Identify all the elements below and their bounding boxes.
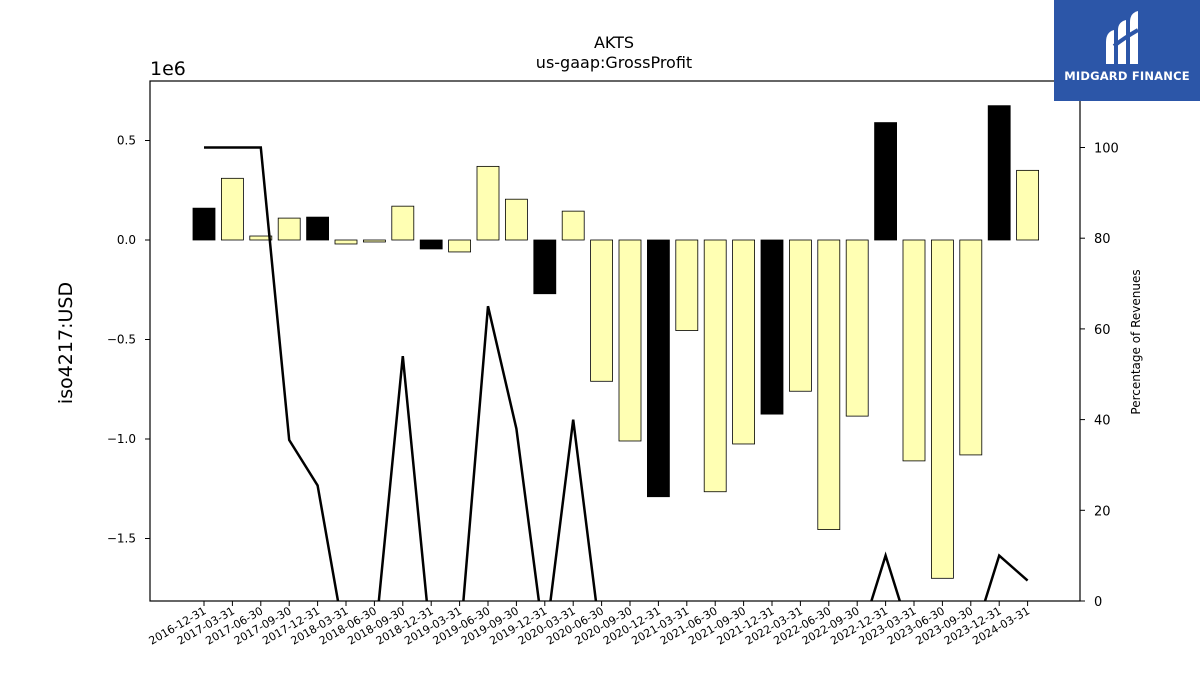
bar-2021-12-31 (760, 239, 784, 415)
percentage-line-segment-0 (204, 146, 598, 601)
bar-2020-12-31 (647, 239, 670, 498)
y-axis-label: iso4217:USD (55, 282, 77, 404)
bar-2023-12-31 (987, 105, 1011, 241)
chart-title: AKTS (594, 33, 634, 52)
plot-frame (149, 80, 1081, 602)
bar-2017-06-30 (249, 235, 273, 241)
bar-2020-06-30 (590, 239, 613, 382)
bar-2023-06-30 (931, 239, 954, 579)
y2-tick-label: 0 (1094, 595, 1102, 610)
y2-tick-label: 100 (1094, 142, 1119, 157)
bar-2022-12-31 (874, 122, 897, 241)
percentage-line-layer (204, 146, 1029, 601)
y2-axis-ticks: 0 20 40 60 80 100 (1080, 142, 1119, 610)
bar-2018-12-31 (419, 239, 443, 250)
bar-2018-03-31 (334, 239, 358, 245)
x-axis-ticks: 2016-12-312017-03-312017-06-302017-09-30… (147, 601, 1032, 648)
chart-subtitle: us-gaap:GrossProfit (536, 53, 692, 72)
bar-2020-03-31 (561, 210, 585, 241)
percentage-line-segment-2 (983, 553, 1029, 601)
bar-2019-12-31 (533, 239, 557, 295)
y-offset-text: 1e6 (150, 58, 186, 80)
y-tick-label: 0.0 (117, 233, 136, 247)
y2-tick-label: 80 (1094, 232, 1111, 247)
logo-text: MIDGARD FINANCE (1064, 69, 1190, 83)
bar-2017-03-31 (220, 177, 244, 241)
bar-2017-09-30 (277, 217, 301, 241)
bar-2024-03-31 (1016, 169, 1039, 241)
midgard-finance-logo: MIDGARD FINANCE (1054, 0, 1200, 101)
y-tick-label: −1.5 (107, 532, 136, 546)
bar-2019-03-31 (448, 239, 472, 253)
bar-2019-06-30 (476, 165, 500, 241)
bar-2023-03-31 (902, 239, 926, 462)
bar-2022-06-30 (817, 239, 841, 530)
bars (192, 105, 1039, 579)
y2-tick-label: 20 (1094, 504, 1111, 519)
bar-2021-09-30 (732, 239, 755, 445)
bar-2017-12-31 (306, 216, 330, 241)
bar-2018-06-30 (362, 239, 386, 243)
bar-2016-12-31 (192, 207, 216, 241)
y-tick-label: −0.5 (107, 333, 136, 347)
y-tick-label: 0.5 (117, 134, 136, 148)
y-tick-label: −1.0 (107, 432, 136, 446)
percentage-line-segment-1 (870, 551, 902, 601)
bar-2022-09-30 (845, 239, 869, 417)
bar-2021-06-30 (703, 239, 727, 493)
bar-2019-09-30 (504, 198, 528, 241)
bar-2018-09-30 (391, 205, 415, 241)
y-axis-ticks: 0.5 0.0 −0.5 −1.0 −1.5 (107, 134, 150, 546)
y2-tick-label: 40 (1094, 414, 1111, 429)
logo-mark-icon (1106, 11, 1139, 64)
bar-2022-03-31 (789, 239, 812, 392)
y2-axis-label: Percentage of Revenues (1129, 269, 1143, 414)
bar-2020-09-30 (618, 239, 642, 442)
bar-2021-03-31 (675, 239, 699, 331)
y2-tick-label: 60 (1094, 323, 1111, 338)
bar-2023-09-30 (959, 239, 983, 456)
